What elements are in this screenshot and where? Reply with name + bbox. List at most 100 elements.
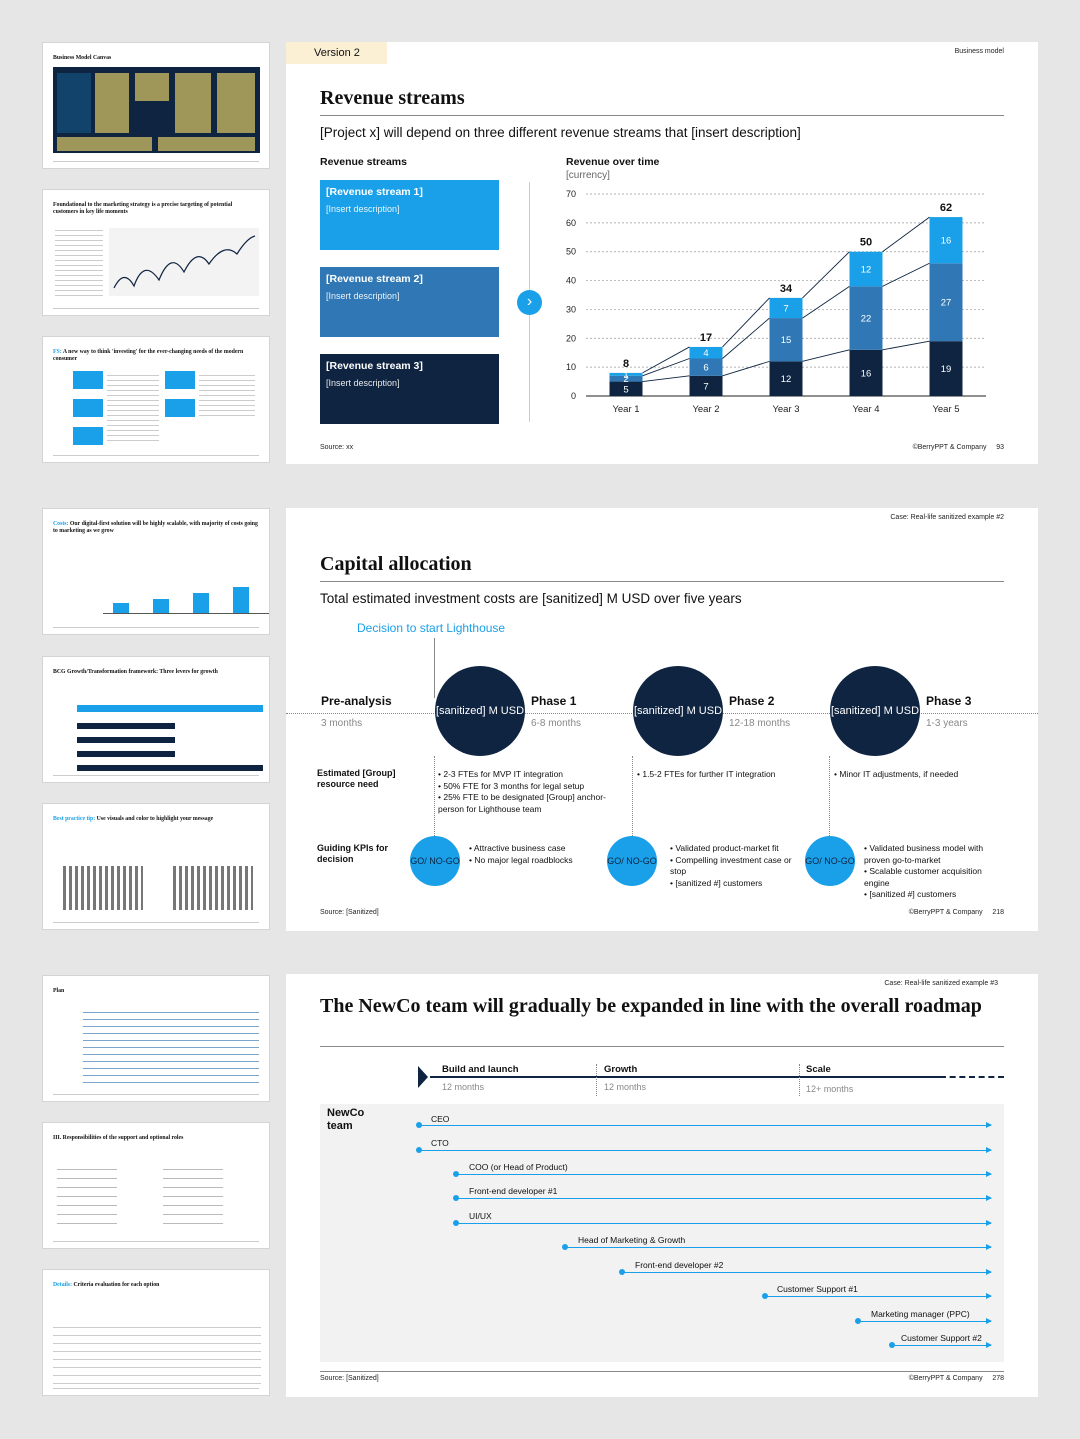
slide-title: The NewCo team will gradually be expande… [320,995,982,1017]
role-label-fe2: Front-end developer #2 [635,1260,724,1270]
mini-bar [193,593,209,613]
thumbnail-costs[interactable]: Costs: Our digital-first solution will b… [42,508,270,635]
moments-curve [109,228,259,296]
corner-label: Business model [954,48,1004,55]
bar-segment [609,381,643,396]
phase-3-duration: 1-3 years [926,718,968,729]
role-lane-coo [453,1171,992,1177]
thumbnail-footer [53,1388,259,1389]
slide-newco-team[interactable]: Case: Real-life sanitized example #3 The… [286,974,1038,1397]
bar-segment [689,358,723,376]
phase-2-duration: 12-18 months [729,718,791,729]
bar-value-label: 22 [861,314,872,325]
role-lane-head-marketing [562,1244,992,1250]
role-lane-fe1 [453,1195,992,1201]
list-item: Validated business model with proven go-… [864,843,1004,866]
y-tick-label: 30 [566,304,576,314]
thumbnail-criteria[interactable]: Details: Criteria evaluation for each op… [42,1269,270,1396]
stream-desc: [Insert description] [326,204,400,214]
revenue-stream-2: [Revenue stream 2] [Insert description] [320,267,499,337]
role-label-ppc: Marketing manager (PPC) [871,1309,970,1319]
list-item: Scalable customer acquisition engine [864,866,1004,889]
thumbnail-footer [53,1241,259,1242]
connector-line [802,251,850,299]
kpi-list-phase-3: Validated business model with proven go-… [864,843,1004,901]
bottom-rule [320,1371,1004,1372]
mini-axis [103,613,269,614]
bar-total-label: 34 [780,283,793,295]
stream-name: [Revenue stream 2] [326,273,423,285]
phase-divider [829,756,830,836]
canvas-cell [57,73,91,133]
x-tick-label: Year 1 [612,404,639,415]
thumbnail-targeting[interactable]: Foundational to the marketing strategy i… [42,189,270,316]
phase-divider [434,756,435,836]
thumbnail-footer [53,308,259,309]
connector-line [722,317,770,359]
box-row [73,399,103,417]
list-item: 50% FTE for 3 months for legal setup [438,781,618,793]
thumbnail-title: BCG Growth/Transformation framework: Thr… [53,669,218,675]
phase-1-circle: [sanitized] M USD [435,666,525,756]
gantt-lines [83,1006,259,1086]
revenue-stream-3: [Revenue stream 3] [Insert description] [320,354,499,424]
thumbnail-footer [53,922,259,923]
copyright: ©BerryPPT & Company 93 [912,444,1004,451]
revenue-stream-1: [Revenue stream 1] [Insert description] [320,180,499,250]
connector-line [642,375,690,383]
phase-3-name: Phase 3 [926,694,972,708]
bar-value-label: 12 [861,265,872,276]
chart-heading: Revenue over time [566,156,660,168]
role-lane-support2 [889,1342,992,1348]
stream-desc: [Insert description] [326,378,400,388]
thumbnail-plan[interactable]: Plan [42,975,270,1102]
y-tick-label: 50 [566,247,576,257]
connector-line [802,349,850,362]
bar-segment [689,346,723,359]
y-tick-label: 70 [566,189,576,199]
bar-segment [769,318,803,362]
stream-name: [Revenue stream 1] [326,186,423,198]
kpi-list-phase-2: Validated product-market fit Compelling … [670,843,805,889]
role-label-support2: Customer Support #2 [901,1333,982,1343]
stage-build-name: Build and launch [442,1064,519,1075]
example-chart [173,866,253,910]
bar-total-label: 17 [700,332,712,344]
slide-revenue-streams[interactable]: Version 2 Business model Revenue streams… [286,42,1038,464]
source-note: Source: xx [320,444,354,451]
stage-divider [799,1064,800,1096]
y-tick-label: 20 [566,333,576,343]
lever-row [77,723,175,729]
thumbnail-investing[interactable]: FS: A new way to think 'investing' for t… [42,336,270,463]
thumbnail-title: Costs: Our digital-first solution will b… [53,521,258,534]
stage-scale-duration: 12+ months [806,1084,854,1094]
thumbnail-bcg[interactable]: BCG Growth/Transformation framework: Thr… [42,656,270,783]
thumbnail-best-practice[interactable]: Best practice tip: Use visuals and color… [42,803,270,930]
role-lane-ceo [416,1122,992,1128]
role-lane-ppc [855,1318,992,1324]
y-tick-label: 0 [571,391,576,401]
thumbnail-business-model-canvas[interactable]: Business Model Canvas [42,42,270,169]
canvas-cell [158,137,255,151]
source-note: Source: [Sanitized] [320,909,379,916]
lever-row [77,765,263,771]
slide-capital-allocation[interactable]: Case: Real-life sanitized example #2 Cap… [286,508,1038,931]
box-row [73,427,103,445]
thumbnail-title: Details: Criteria evaluation for each op… [53,1282,160,1288]
bar-value-label: 7 [703,381,708,392]
chart-unit: [currency] [566,170,610,181]
kpi-list-phase-1: Attractive business case No major legal … [469,843,609,866]
role-lane-cto [416,1147,992,1153]
list-item: [sanitized #] customers [864,889,1004,901]
thumbnail-footer [53,775,259,776]
version-tag: Version 2 [286,42,387,64]
role-list [57,1161,117,1231]
thumbnail-responsibilities[interactable]: III. Responsibilities of the support and… [42,1122,270,1249]
bar-total-label: 62 [940,202,952,214]
phase-divider [632,756,633,836]
canvas-cell [57,137,152,151]
list-item: Attractive business case [469,843,609,855]
thumbnail-footer [53,161,259,162]
canvas-cell [135,73,169,101]
team-label: NewCo team [327,1107,365,1132]
